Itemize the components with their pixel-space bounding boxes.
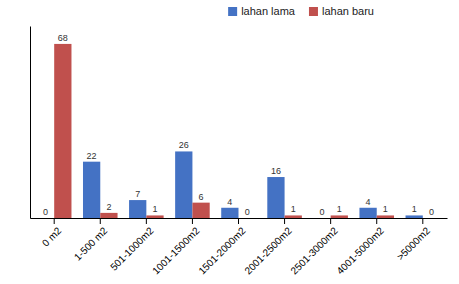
data-label: 1 — [152, 204, 157, 214]
legend-label: lahan lama — [241, 5, 296, 17]
x-tick-mark — [422, 218, 423, 224]
data-labels: 0227264160416821601110 — [43, 33, 434, 217]
x-tick: >5000m2 — [395, 218, 433, 263]
bar — [129, 200, 146, 218]
x-tick: 2501-3000m2 — [288, 218, 340, 276]
bar — [146, 215, 163, 218]
data-label: 68 — [58, 33, 68, 43]
data-label: 4 — [227, 197, 232, 207]
x-tick-mark — [284, 218, 285, 224]
bar — [359, 208, 376, 218]
data-label: 4 — [366, 197, 371, 207]
data-label: 26 — [179, 140, 189, 150]
legend-item: lahan baru — [309, 5, 374, 17]
data-label: 22 — [87, 151, 97, 161]
x-axis: 0 m2 1-500 m2501-1000m21001-1500m21501-20… — [31, 218, 448, 276]
x-tick: 1-500 m2 — [72, 218, 110, 263]
data-label: 1 — [383, 204, 388, 214]
x-tick: 1501-2000m2 — [196, 218, 248, 276]
x-tick-mark — [146, 218, 147, 224]
bar — [54, 44, 71, 218]
x-tick-mark — [100, 218, 101, 224]
legend-swatch — [228, 7, 237, 16]
x-tick: 501-1000m2 — [108, 218, 156, 273]
bar — [192, 203, 209, 218]
bars — [54, 44, 423, 218]
x-tick-label: 1501-2000m2 — [196, 225, 248, 277]
x-tick-label: 1-500 m2 — [72, 225, 110, 263]
legend: lahan lama lahan baru — [228, 5, 374, 17]
bar — [239, 218, 256, 219]
bar — [100, 213, 117, 218]
data-label: 0 — [429, 207, 434, 217]
y-axis — [30, 27, 31, 219]
data-label: 2 — [106, 202, 111, 212]
x-tick-mark — [238, 218, 239, 224]
bar — [267, 177, 284, 218]
legend-item: lahan lama — [228, 5, 296, 17]
x-tick-label: 501-1000m2 — [108, 225, 156, 273]
bar — [423, 218, 440, 219]
x-tick-mark — [192, 218, 193, 224]
x-tick: 2001-2500m2 — [242, 218, 294, 276]
x-tick: 4001-5000m2 — [335, 218, 387, 276]
data-label: 16 — [271, 166, 281, 176]
bar — [406, 215, 423, 218]
x-tick-label: 1001-1500m2 — [150, 225, 202, 277]
y-axis-line — [30, 27, 31, 219]
bar — [37, 218, 54, 219]
legend-swatch — [309, 7, 318, 16]
x-tick-label: 2001-2500m2 — [242, 225, 294, 277]
x-tick-label: 2501-3000m2 — [288, 225, 340, 277]
x-tick-label: 0 m2 — [40, 225, 64, 249]
data-label: 1 — [337, 204, 342, 214]
x-tick-label: >5000m2 — [395, 225, 433, 263]
data-label: 0 — [245, 207, 250, 217]
data-label: 1 — [291, 204, 296, 214]
bar — [285, 215, 302, 218]
bar — [313, 218, 330, 219]
data-label: 6 — [199, 192, 204, 202]
bar — [83, 162, 100, 218]
chart-svg: 0 m2 1-500 m2501-1000m21001-1500m21501-20… — [0, 0, 459, 284]
x-tick-mark — [54, 218, 55, 224]
x-tick: 0 m2 — [40, 218, 64, 249]
legend-label: lahan baru — [322, 5, 374, 17]
plot: 0 m2 1-500 m2501-1000m21001-1500m21501-20… — [31, 27, 448, 277]
data-label: 0 — [43, 207, 48, 217]
x-tick-label: 4001-5000m2 — [335, 225, 387, 277]
data-label: 0 — [320, 207, 325, 217]
x-tick-mark — [330, 218, 331, 224]
x-tick: 1001-1500m2 — [150, 218, 202, 276]
bar — [377, 215, 394, 218]
x-tick-mark — [376, 218, 377, 224]
bar — [221, 208, 238, 218]
chart-container: 0 m2 1-500 m2501-1000m21001-1500m21501-20… — [0, 0, 459, 284]
data-label: 1 — [412, 204, 417, 214]
data-label: 7 — [135, 189, 140, 199]
bar — [175, 151, 192, 218]
bar — [331, 215, 348, 218]
